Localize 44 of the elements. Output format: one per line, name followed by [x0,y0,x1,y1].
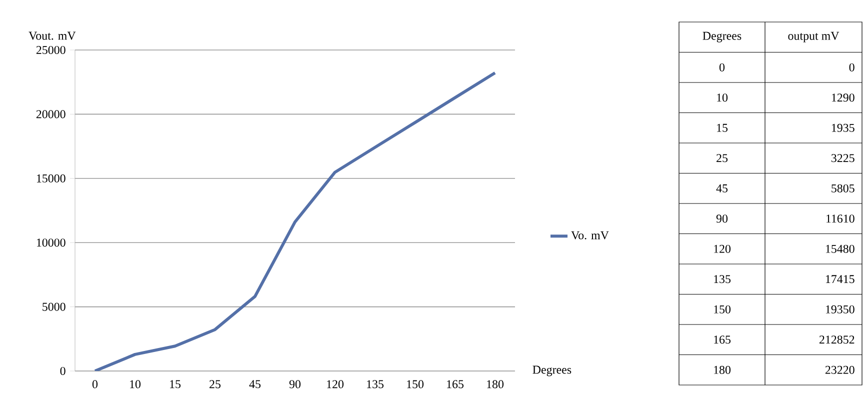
category-label: 150 [714,305,731,314]
text: 1290 [832,94,854,102]
text: 15480 [826,244,854,253]
y-axis-title: Vout. mV [28,32,76,40]
x-tick-label: 0 [92,380,98,388]
y-tick-label: 20000 [36,110,66,118]
category-label: 135 [714,275,731,284]
text: 23220 [825,366,854,374]
x-tick-label: 135 [367,380,384,388]
category-label: 10 [717,94,728,102]
y-tick-label: 0 [60,366,66,376]
text: 0 [849,63,854,72]
category-label: 0 [719,63,725,72]
x-tick-label: 180 [487,380,504,388]
y-tick-label: 5000 [42,302,66,311]
category-label: 90 [716,214,728,223]
category-label: 180 [714,366,731,374]
x-tick-label: 120 [327,380,344,388]
text: 212852 [819,336,854,344]
category-label: 120 [714,244,731,253]
category-label: 15 [717,124,728,132]
x-tick-label: 165 [447,380,464,388]
x-axis-title: Degrees [532,366,572,376]
category-label: 45 [716,184,728,192]
x-tick-label: 90 [289,380,301,388]
x-tick-label: 15 [170,380,181,388]
y-tick-label: 10000 [36,238,66,247]
category-label: 165 [714,336,731,344]
text: 3225 [831,154,854,162]
text: 19350 [826,305,854,314]
text: 17415 [826,275,854,284]
x-tick-label: 10 [130,380,141,388]
text: 11610 [826,214,854,223]
x-tick-label: 45 [249,380,261,388]
x-tick-label: 150 [407,380,424,388]
x-tick-label: 25 [210,380,221,388]
text: 1935 [832,124,854,132]
text: 5805 [832,184,854,192]
legend-label: Vo. mV [571,231,609,240]
y-tick-label: 25000 [36,46,66,54]
y-tick-label: 15000 [36,174,66,182]
text: output mV [788,32,840,42]
text: Degrees [702,32,742,42]
category-label: 25 [716,154,728,162]
